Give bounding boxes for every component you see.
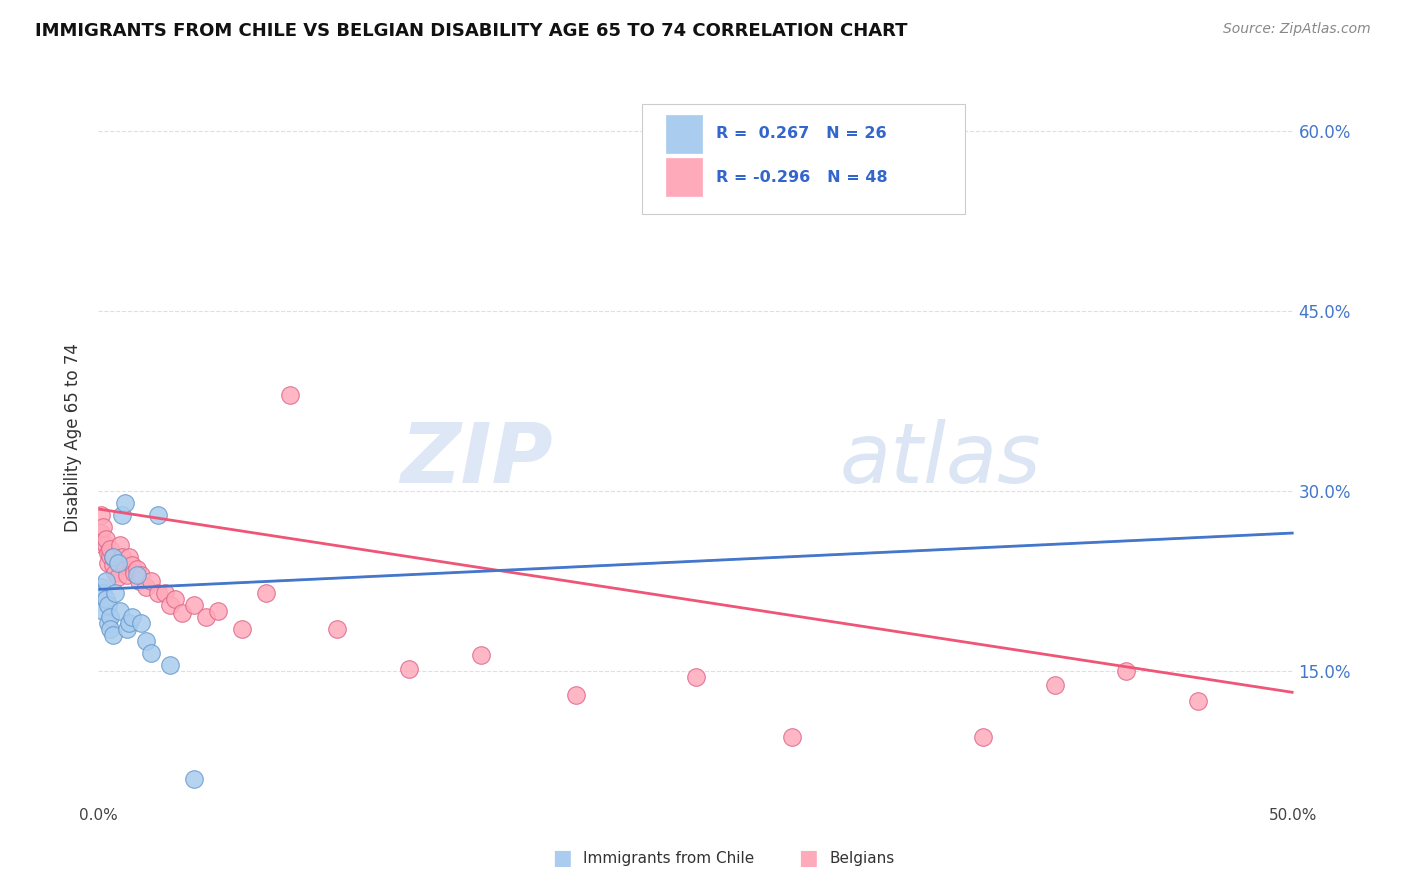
Point xyxy=(108,604,131,618)
Point xyxy=(91,520,114,534)
Point xyxy=(118,549,141,564)
FancyBboxPatch shape xyxy=(643,104,965,214)
Point xyxy=(101,558,124,573)
Point xyxy=(94,538,117,552)
Point xyxy=(254,586,277,600)
Point xyxy=(98,549,122,563)
Point xyxy=(124,566,146,580)
Point xyxy=(91,604,114,618)
Bar xyxy=(666,114,702,153)
Text: ■: ■ xyxy=(553,848,572,868)
Point xyxy=(278,388,301,402)
Point xyxy=(326,622,349,636)
Point xyxy=(398,661,420,675)
Point xyxy=(94,532,117,546)
Point xyxy=(111,549,134,564)
Point xyxy=(183,598,205,612)
Point xyxy=(101,549,124,564)
Point xyxy=(94,574,117,588)
Text: ■: ■ xyxy=(799,848,818,868)
Point xyxy=(114,496,136,510)
Text: R = -0.296   N = 48: R = -0.296 N = 48 xyxy=(716,169,889,185)
Point xyxy=(852,172,875,186)
Point xyxy=(565,688,588,702)
Point xyxy=(685,670,707,684)
Point xyxy=(231,622,253,636)
Point xyxy=(135,634,157,648)
Text: R =  0.267   N = 26: R = 0.267 N = 26 xyxy=(716,126,887,141)
Point xyxy=(104,566,127,580)
Point xyxy=(139,574,162,588)
Point xyxy=(107,570,129,584)
Text: Immigrants from Chile: Immigrants from Chile xyxy=(583,851,755,865)
Point xyxy=(125,568,148,582)
Point xyxy=(104,586,127,600)
Point xyxy=(155,586,177,600)
Text: Belgians: Belgians xyxy=(830,851,894,865)
Y-axis label: Disability Age 65 to 74: Disability Age 65 to 74 xyxy=(65,343,83,532)
Point xyxy=(131,568,153,582)
Point xyxy=(135,580,157,594)
Point xyxy=(91,586,114,600)
Point xyxy=(159,657,181,672)
Point xyxy=(139,646,162,660)
Point xyxy=(101,549,124,564)
Point xyxy=(114,558,136,573)
Point xyxy=(163,591,186,606)
Point xyxy=(98,610,122,624)
Point xyxy=(148,586,170,600)
Point xyxy=(1043,678,1066,692)
Point xyxy=(159,598,181,612)
Point xyxy=(1187,694,1209,708)
Point xyxy=(125,562,148,576)
Text: ZIP: ZIP xyxy=(399,418,553,500)
Point xyxy=(90,580,112,594)
Text: atlas: atlas xyxy=(839,418,1040,500)
Point xyxy=(91,538,114,552)
Point xyxy=(90,508,112,522)
Point xyxy=(470,648,492,663)
Point xyxy=(90,526,112,541)
Point xyxy=(183,772,205,786)
Point xyxy=(97,556,120,570)
Point xyxy=(128,574,150,588)
Point xyxy=(97,546,120,560)
Point xyxy=(98,541,122,556)
Point xyxy=(121,558,143,573)
Point xyxy=(121,610,143,624)
Point xyxy=(207,604,229,618)
Point xyxy=(97,598,120,612)
Point xyxy=(148,508,170,522)
Point xyxy=(195,610,218,624)
Point xyxy=(1115,664,1137,678)
Point xyxy=(107,556,129,570)
Point xyxy=(172,607,194,621)
Text: IMMIGRANTS FROM CHILE VS BELGIAN DISABILITY AGE 65 TO 74 CORRELATION CHART: IMMIGRANTS FROM CHILE VS BELGIAN DISABIL… xyxy=(35,22,908,40)
Point xyxy=(101,628,124,642)
Point xyxy=(780,730,803,744)
Point xyxy=(98,622,122,636)
Point xyxy=(115,568,138,582)
Point xyxy=(97,615,120,630)
Point xyxy=(111,508,134,522)
Point xyxy=(131,615,153,630)
Point xyxy=(118,615,141,630)
Point xyxy=(115,622,138,636)
Text: Source: ZipAtlas.com: Source: ZipAtlas.com xyxy=(1223,22,1371,37)
Bar xyxy=(666,159,702,196)
Point xyxy=(972,730,994,744)
Point xyxy=(94,591,117,606)
Point xyxy=(108,538,131,552)
